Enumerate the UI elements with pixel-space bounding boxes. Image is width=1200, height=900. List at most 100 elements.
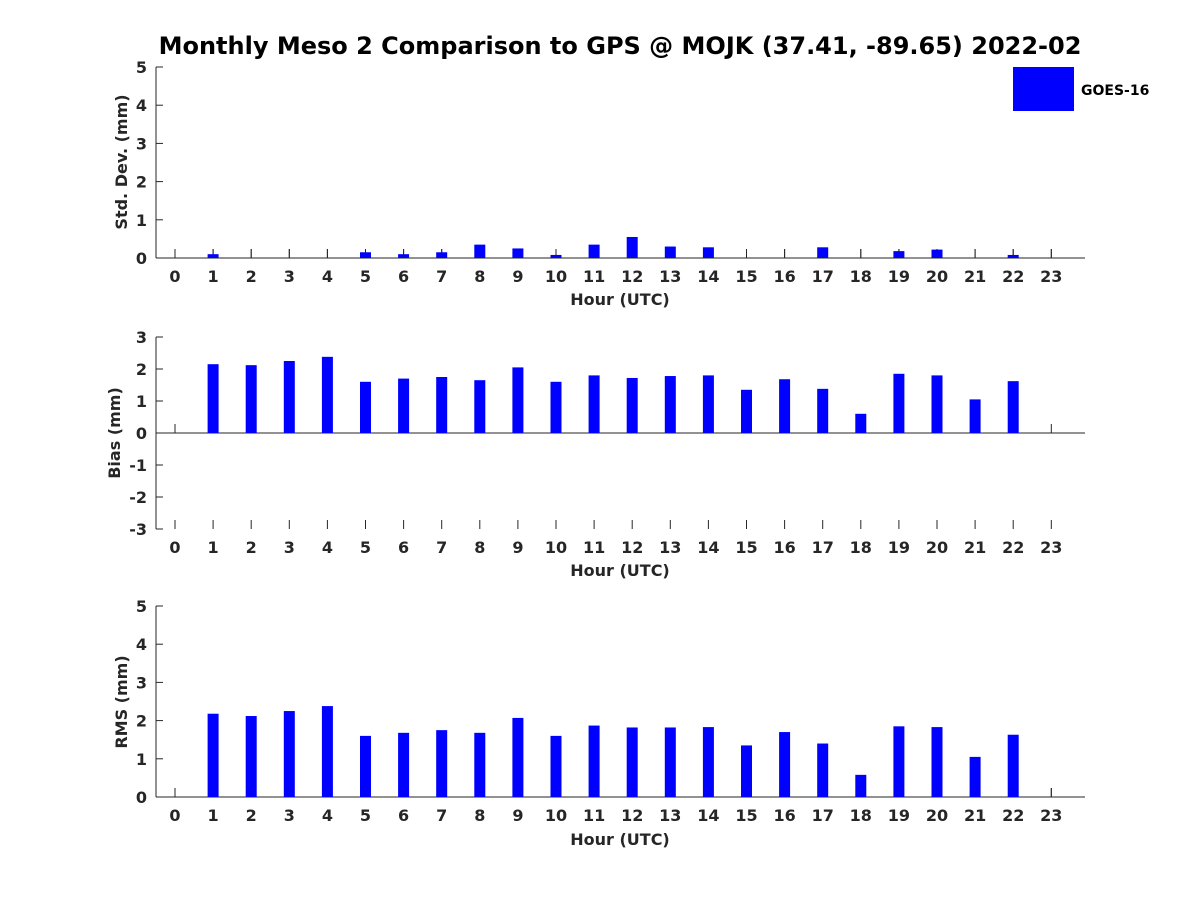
x-tick-label: 21 — [964, 267, 986, 286]
bar — [741, 745, 752, 797]
x-tick-label: 18 — [850, 806, 872, 825]
x-tick-label: 14 — [697, 538, 719, 557]
x-tick-label: 12 — [621, 806, 643, 825]
bar — [702, 247, 714, 258]
x-tick-label: 11 — [583, 538, 605, 557]
x-tick-label: 13 — [659, 806, 681, 825]
bar — [550, 735, 562, 797]
x-tick-label: 10 — [545, 806, 567, 825]
bar — [512, 367, 524, 433]
x-tick-label: 1 — [208, 267, 219, 286]
x-tick-label: 21 — [964, 538, 986, 557]
x-tick-label: 16 — [773, 806, 795, 825]
y-tick-label: 2 — [136, 360, 147, 379]
bar — [245, 365, 257, 433]
bar — [588, 375, 600, 433]
bar — [207, 713, 219, 797]
y-axis-label: Bias (mm) — [105, 387, 124, 479]
x-tick-label: 0 — [169, 806, 180, 825]
x-tick-label: 23 — [1040, 806, 1062, 825]
x-tick-label: 19 — [888, 538, 910, 557]
x-tick-label: 20 — [926, 267, 948, 286]
x-tick-label: 17 — [812, 267, 834, 286]
x-tick-label: 10 — [545, 538, 567, 557]
bar — [931, 249, 943, 258]
bar — [702, 727, 714, 797]
bar — [969, 756, 981, 797]
y-axis-label: RMS (mm) — [112, 655, 131, 748]
y-tick-label: -3 — [129, 520, 147, 539]
x-tick-label: 22 — [1002, 538, 1024, 557]
bar — [550, 254, 562, 258]
bar — [1007, 734, 1019, 797]
x-tick-label: 9 — [512, 267, 523, 286]
bar — [474, 732, 486, 797]
bar — [931, 375, 943, 433]
x-tick-label: 18 — [850, 267, 872, 286]
bar — [817, 743, 829, 797]
x-tick-label: 6 — [398, 538, 409, 557]
y-tick-label: 5 — [136, 58, 147, 77]
bar — [588, 244, 600, 258]
y-tick-label: -1 — [129, 456, 147, 475]
x-tick-label: 13 — [659, 538, 681, 557]
bar — [207, 364, 219, 433]
x-tick-label: 18 — [850, 538, 872, 557]
x-tick-label: 4 — [322, 267, 333, 286]
x-tick-label: 17 — [812, 538, 834, 557]
x-tick-label: 0 — [169, 538, 180, 557]
x-tick-label: 22 — [1002, 806, 1024, 825]
y-tick-label: 0 — [136, 249, 147, 268]
bar — [626, 727, 638, 797]
x-tick-label: 12 — [621, 538, 643, 557]
bar — [664, 727, 676, 797]
x-tick-label: 19 — [888, 806, 910, 825]
bar — [969, 399, 981, 433]
bar — [398, 378, 410, 433]
y-axis-label: Std. Dev. (mm) — [112, 94, 131, 229]
y-tick-label: 4 — [136, 96, 147, 115]
x-tick-label: 7 — [436, 538, 447, 557]
x-tick-label: 23 — [1040, 267, 1062, 286]
x-tick-label: 7 — [436, 267, 447, 286]
bar — [779, 732, 791, 797]
x-tick-label: 3 — [284, 267, 295, 286]
x-tick-label: 15 — [735, 538, 757, 557]
bar — [436, 377, 448, 433]
bar — [321, 706, 333, 797]
x-tick-label: 8 — [474, 806, 485, 825]
x-tick-label: 1 — [208, 538, 219, 557]
x-tick-label: 14 — [697, 806, 719, 825]
bar — [245, 716, 257, 797]
x-tick-label: 6 — [398, 267, 409, 286]
bar — [893, 251, 905, 258]
bar — [626, 377, 638, 433]
bar — [360, 735, 371, 797]
bar — [817, 247, 829, 258]
x-tick-label: 15 — [735, 806, 757, 825]
x-tick-label: 3 — [284, 806, 295, 825]
x-tick-label: 6 — [398, 806, 409, 825]
x-axis-label: Hour (UTC) — [570, 561, 670, 580]
x-axis-label: Hour (UTC) — [570, 290, 670, 309]
bar — [779, 379, 791, 433]
bar — [474, 244, 486, 258]
x-tick-label: 21 — [964, 806, 986, 825]
y-tick-label: 3 — [136, 328, 147, 347]
bar — [893, 726, 905, 797]
x-tick-label: 3 — [284, 538, 295, 557]
x-tick-label: 1 — [208, 806, 219, 825]
x-tick-label: 0 — [169, 267, 180, 286]
bar — [283, 361, 295, 433]
bar — [817, 388, 829, 433]
x-tick-label: 5 — [360, 538, 371, 557]
y-tick-label: 0 — [136, 424, 147, 443]
y-tick-label: 3 — [136, 673, 147, 692]
bar — [550, 381, 562, 433]
x-axis-label: Hour (UTC) — [570, 830, 670, 849]
x-tick-label: 20 — [926, 806, 948, 825]
bar — [702, 375, 714, 433]
x-tick-label: 8 — [474, 267, 485, 286]
